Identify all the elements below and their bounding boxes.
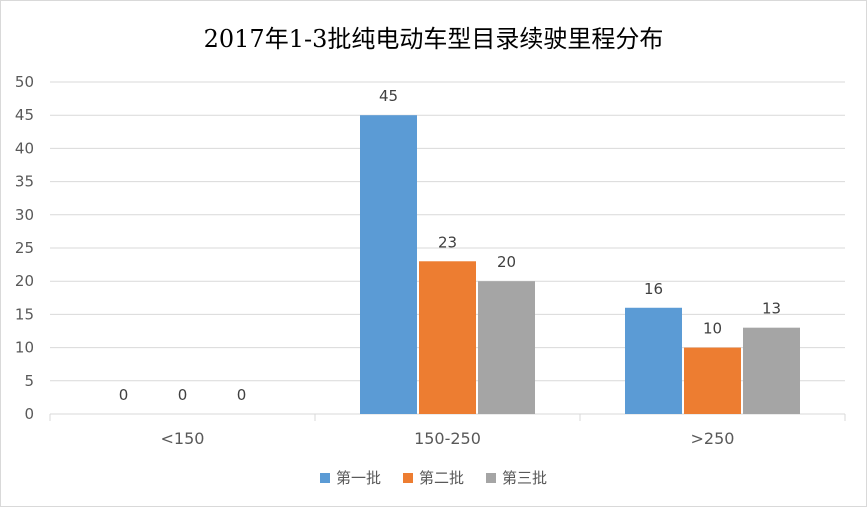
y-tick-label: 20 bbox=[15, 272, 34, 290]
bar bbox=[684, 347, 741, 414]
y-tick-label: 40 bbox=[15, 139, 34, 157]
legend-label: 第二批 bbox=[418, 469, 464, 487]
data-label: 20 bbox=[497, 253, 516, 271]
y-tick-label: 0 bbox=[24, 405, 34, 423]
y-tick-label: 15 bbox=[15, 305, 34, 323]
bar bbox=[478, 281, 535, 414]
chart-legend: 第一批 第二批 第三批 bbox=[1, 467, 866, 488]
chart-title: 2017年1-3批纯电动车型目录续驶里程分布 bbox=[203, 25, 664, 53]
data-label: 0 bbox=[178, 386, 188, 404]
legend-swatch bbox=[319, 472, 330, 483]
data-label: 0 bbox=[119, 386, 129, 404]
legend-swatch bbox=[486, 472, 496, 483]
data-label: 16 bbox=[644, 280, 663, 298]
y-tick-label: 45 bbox=[15, 106, 34, 124]
bar bbox=[360, 115, 417, 414]
legend-label: 第一批 bbox=[335, 469, 381, 487]
data-label: 10 bbox=[703, 320, 722, 338]
y-tick-label: 35 bbox=[15, 173, 34, 191]
data-label: 45 bbox=[379, 87, 398, 105]
legend-item: 第一批 bbox=[319, 467, 381, 488]
legend-label: 第三批 bbox=[502, 469, 548, 487]
y-tick-label: 10 bbox=[15, 339, 34, 357]
bar bbox=[419, 261, 476, 414]
y-tick-label: 5 bbox=[24, 372, 34, 390]
data-label: 13 bbox=[762, 300, 781, 318]
y-tick-label: 25 bbox=[15, 239, 34, 257]
y-tick-label: 50 bbox=[15, 73, 34, 91]
data-label: 23 bbox=[438, 233, 457, 251]
legend-item: 第三批 bbox=[486, 467, 547, 488]
data-label: 0 bbox=[237, 386, 247, 404]
bar bbox=[625, 307, 682, 414]
x-category-label: >250 bbox=[691, 429, 735, 448]
x-category-label: <150 bbox=[161, 429, 205, 448]
y-tick-label: 30 bbox=[15, 206, 34, 224]
legend-item: 第二批 bbox=[402, 467, 464, 488]
legend-swatch bbox=[402, 472, 413, 483]
x-category-label: 150-250 bbox=[414, 429, 481, 448]
bar bbox=[743, 327, 800, 414]
